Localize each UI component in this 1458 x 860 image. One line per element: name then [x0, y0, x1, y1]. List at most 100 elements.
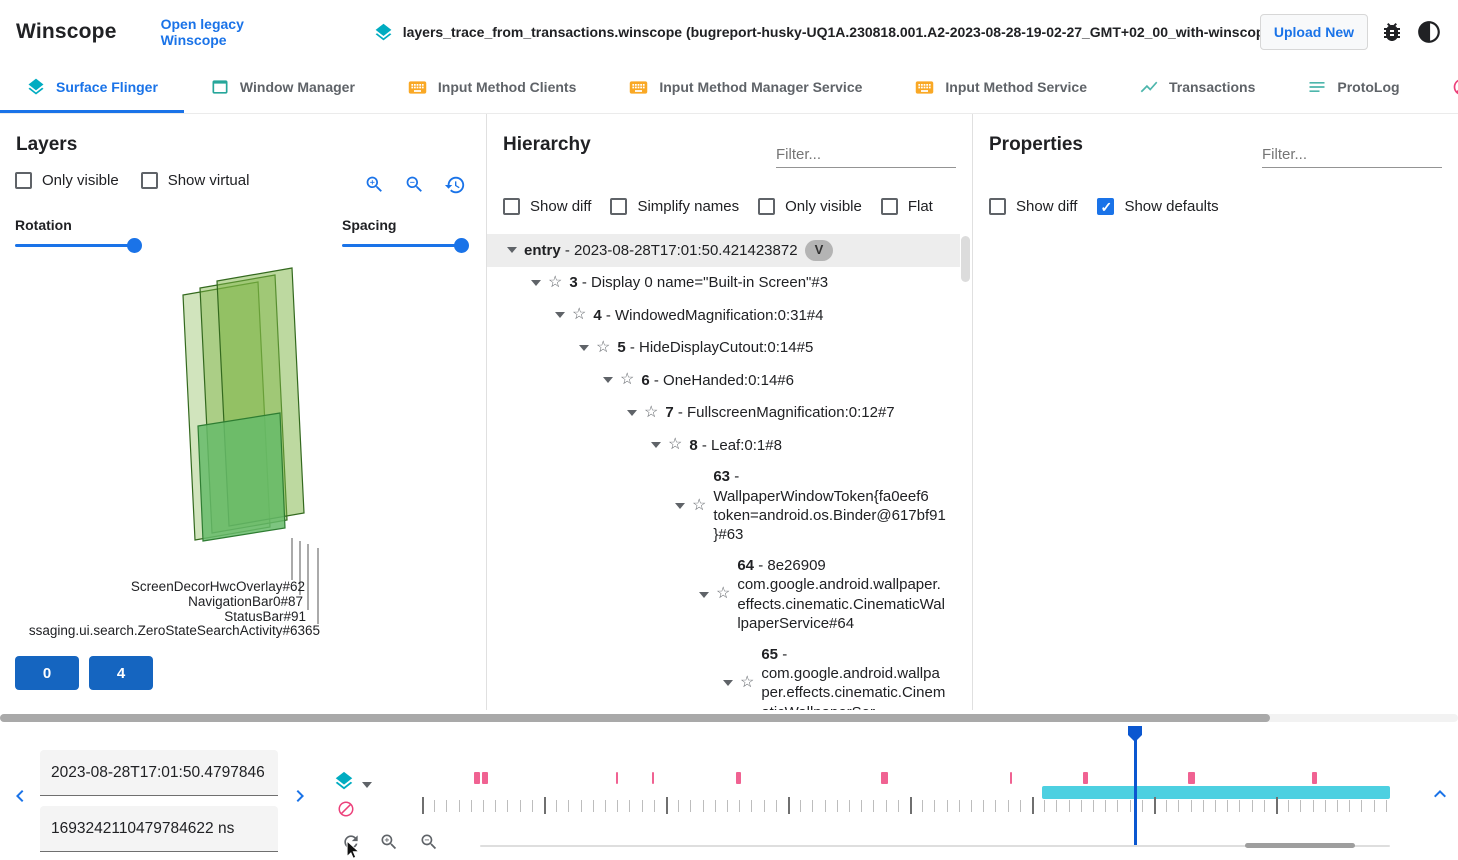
transaction-marker[interactable] — [616, 772, 618, 784]
zoom-out-icon[interactable] — [404, 174, 425, 196]
chevron-down-icon[interactable] — [651, 442, 661, 449]
simplify-names-checkbox[interactable]: Simplify names — [610, 198, 739, 215]
zoom-range-thumb[interactable] — [1245, 843, 1355, 848]
show-diff-checkbox[interactable]: Show diff — [989, 198, 1077, 215]
show-virtual-checkbox[interactable]: Show virtual — [140, 172, 249, 189]
tree-row-entry[interactable]: entry - 2023-08-28T17:01:50.421423872 V — [487, 234, 960, 267]
zoom-in-icon[interactable] — [364, 174, 385, 196]
rotation-slider-thumb[interactable] — [127, 238, 142, 253]
tab-transitions[interactable]: Tr — [1426, 64, 1458, 113]
transaction-marker[interactable] — [652, 772, 654, 784]
checkbox-icon[interactable] — [989, 198, 1006, 215]
timestamp-ns-input[interactable] — [40, 806, 278, 852]
open-legacy-link[interactable]: Open legacy Winscope — [160, 16, 244, 48]
bug-report-icon[interactable] — [1380, 20, 1404, 44]
checkbox-icon[interactable] — [15, 172, 32, 189]
transaction-marker[interactable] — [1312, 772, 1317, 784]
scrollbar-thumb[interactable] — [0, 714, 1270, 722]
tree-row[interactable]: ☆ 5 - HideDisplayCutout:0:14#5 — [487, 332, 960, 364]
transaction-marker[interactable] — [881, 772, 888, 784]
layers-trace-icon[interactable] — [333, 770, 355, 792]
next-entry-icon[interactable] — [288, 784, 312, 808]
tree-row[interactable]: ☆ 8 - Leaf:0:1#8 — [487, 429, 960, 461]
checkbox-icon[interactable] — [610, 198, 628, 215]
chevron-down-icon[interactable] — [507, 247, 517, 254]
checkbox-icon[interactable] — [140, 172, 158, 189]
tree-scrollbar[interactable] — [961, 236, 970, 282]
only-visible-checkbox[interactable]: Only visible — [758, 198, 862, 215]
spacing-slider[interactable] — [342, 238, 469, 253]
tree-row[interactable]: ☆ 64 - 8e26909 com.google.android.wallpa… — [487, 550, 960, 639]
expand-timeline-icon[interactable] — [1428, 782, 1452, 806]
checkbox-icon[interactable] — [758, 198, 776, 215]
show-defaults-checkbox[interactable]: Show defaults — [1097, 198, 1219, 216]
transaction-marker[interactable] — [1010, 772, 1012, 784]
transaction-marker[interactable] — [1188, 772, 1195, 784]
zoom-range-track[interactable] — [480, 845, 1390, 847]
trace-select-caret-icon[interactable] — [362, 782, 372, 788]
zoom-out-icon[interactable] — [419, 832, 439, 852]
star-icon[interactable]: ☆ — [596, 338, 611, 356]
chevron-down-icon[interactable] — [675, 502, 685, 509]
tree-row[interactable]: ☆ 6 - OneHanded:0:14#6 — [487, 364, 960, 396]
show-diff-checkbox[interactable]: Show diff — [503, 198, 591, 215]
flat-checkbox[interactable]: Flat — [880, 198, 933, 215]
star-icon[interactable]: ☆ — [572, 306, 587, 324]
checkbox-checked-icon[interactable] — [1097, 198, 1115, 216]
properties-filter-input[interactable] — [1262, 142, 1442, 168]
rotation-slider[interactable] — [15, 238, 142, 253]
tree-row[interactable]: ☆ 65 - com.google.android.wallpaper.effe… — [487, 639, 960, 710]
checkbox-icon[interactable] — [880, 198, 898, 215]
tab-protolog[interactable]: ProtoLog — [1281, 64, 1425, 113]
star-icon[interactable]: ☆ — [668, 435, 683, 453]
transactions-trace-icon[interactable] — [337, 800, 355, 818]
layers-3d-view[interactable]: ScreenDecorHwcOverlay#62 NavigationBar0#… — [0, 254, 487, 654]
ruler-tick — [617, 800, 619, 812]
display-button-0[interactable]: 0 — [15, 656, 79, 690]
timeline-tracks[interactable] — [0, 726, 1458, 860]
ruler-tick — [1288, 800, 1290, 812]
tab-input-method-service[interactable]: Input Method Service — [888, 64, 1113, 113]
transaction-marker[interactable] — [1083, 772, 1088, 784]
ruler-tick — [910, 797, 912, 814]
star-icon[interactable]: ☆ — [692, 496, 707, 514]
chevron-down-icon[interactable] — [699, 591, 709, 598]
hierarchy-filter-input[interactable] — [776, 142, 956, 168]
upload-new-button[interactable]: Upload New — [1259, 14, 1368, 50]
transaction-marker[interactable] — [736, 772, 741, 784]
star-icon[interactable]: ☆ — [740, 674, 755, 692]
chevron-down-icon[interactable] — [723, 680, 733, 687]
checkbox-icon[interactable] — [503, 198, 520, 215]
tree-row[interactable]: ☆ 7 - FullscreenMagnification:0:12#7 — [487, 397, 960, 429]
transaction-marker[interactable] — [474, 772, 480, 784]
chevron-down-icon[interactable] — [579, 344, 589, 351]
tree-row[interactable]: ☆ 3 - Display 0 name="Built-in Screen"#3 — [487, 267, 960, 299]
tab-input-method-clients[interactable]: Input Method Clients — [381, 64, 602, 113]
prev-entry-icon[interactable] — [8, 784, 32, 808]
display-button-4[interactable]: 4 — [89, 656, 153, 690]
tab-input-method-manager-service[interactable]: Input Method Manager Service — [602, 64, 888, 113]
refresh-icon[interactable] — [341, 832, 361, 852]
star-icon[interactable]: ☆ — [716, 585, 731, 603]
tab-transactions[interactable]: Transactions — [1113, 64, 1281, 113]
timeline-cursor[interactable] — [1134, 728, 1137, 845]
tree-row[interactable]: ☆ 63 - WallpaperWindowToken{fa0eef6 toke… — [487, 461, 960, 550]
tab-window-manager[interactable]: Window Manager — [184, 64, 381, 113]
timestamp-human-input[interactable] — [40, 750, 278, 796]
tree-row[interactable]: ☆ 4 - WindowedMagnification:0:31#4 — [487, 299, 960, 331]
tab-surface-flinger[interactable]: Surface Flinger — [0, 64, 184, 113]
star-icon[interactable]: ☆ — [644, 403, 659, 421]
star-icon[interactable]: ☆ — [620, 371, 635, 389]
dark-mode-icon[interactable] — [1416, 19, 1442, 45]
only-visible-checkbox[interactable]: Only visible — [15, 172, 119, 189]
restore-view-icon[interactable] — [444, 174, 466, 196]
zoom-in-icon[interactable] — [379, 832, 399, 852]
star-icon[interactable]: ☆ — [548, 273, 563, 291]
timeline-cursor-handle[interactable] — [1128, 726, 1142, 743]
spacing-slider-thumb[interactable] — [454, 238, 469, 253]
transaction-marker[interactable] — [482, 772, 488, 784]
chevron-down-icon[interactable] — [627, 409, 637, 416]
chevron-down-icon[interactable] — [603, 377, 613, 384]
chevron-down-icon[interactable] — [555, 312, 565, 319]
chevron-down-icon[interactable] — [531, 279, 541, 286]
